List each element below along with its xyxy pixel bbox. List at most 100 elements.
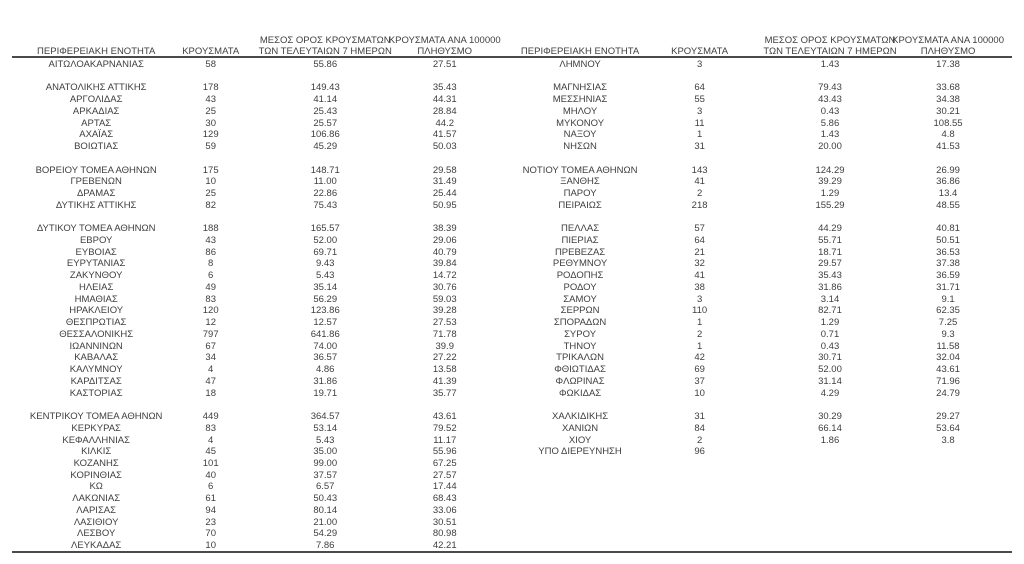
table-row: ΚΑΡΔΙΤΣΑΣ 47 31.86 41.39 [14,376,512,388]
cases-cell: 4 [208,364,214,376]
table-row: ΣΑΜΟΥ 3 3.14 9.1 [522,294,1014,306]
region-name-cell: ΛΕΣΒΟΥ [77,528,116,540]
cases-cell: 1 [696,317,703,329]
cases-cell: 120 [202,305,219,317]
table-row: ΗΡΑΚΛΕΙΟΥ 120 123.86 39.28 [14,305,512,317]
table-row: ΛΑΚΩΝΙΑΣ 61 50.43 68.43 [14,493,512,505]
region-name-cell: ΚΙΛΚΙΣ [81,446,112,458]
per-100k-cell: 71.78 [432,328,457,340]
header-per-100k: ΚΡΟΥΣΜΑΤΑ ΑΝΑ 100000 ΠΛΗΘΥΣΜΟ [389,35,501,57]
table-header-row: ΠΕΡΙΦΕΡΕΙΑΚΗ ΕΝΟΤΗΤΑ ΚΡΟΥΣΜΑΤΑ ΜΕΣΟΣ ΟΡΟ… [521,20,1014,57]
region-name-cell: ΗΜΑΘΙΑΣ [74,293,118,305]
cases-cell: 175 [202,164,219,176]
table-row-spacer [522,153,1014,165]
avg-7day-cell: 54.29 [313,528,338,540]
cases-cell: 18 [205,387,216,399]
per-100k-cell: 67.25 [432,457,457,469]
table-row: ΘΕΣΠΡΩΤΙΑΣ 12 12.57 27.53 [14,317,512,329]
per-100k-cell: 42.21 [432,540,457,552]
region-name-cell: ΑΙΤΩΛΟΑΚΑΡΝΑΝΙΑΣ [48,59,144,70]
avg-7day-cell: 43.43 [818,94,842,106]
table-row: ΧΑΛΚΙΔΙΚΗΣ 31 30.29 29.27 [522,411,1014,423]
region-name-cell: ΡΟΔΟΠΗΣ [556,270,604,282]
cases-cell: 58 [205,59,216,70]
per-100k-cell: 36.59 [936,270,960,282]
table-body-right: ΛΗΜΝΟΥ 3 1.43 17.38 ΜΑΓΝΗΣΙΑΣ 64 79.43 33.68 ΜΕΣ… [522,59,1014,458]
avg-7day-cell: 35.43 [818,270,842,282]
avg-7day-cell: 69.71 [313,246,338,258]
header-cases-label: ΚΡΟΥΣΜΑΤΑ [182,46,240,57]
cases-cell: 3 [696,293,703,305]
per-100k-cell: 34.38 [936,94,960,106]
region-name-cell: ΧΑΛΚΙΔΙΚΗΣ [552,411,609,423]
table-row: ΡΕΘΥΜΝΟΥ 32 29.57 37.38 [522,258,1014,270]
cases-cell: 1 [696,129,703,141]
cases-cell: 38 [694,281,705,293]
table-row: ΔΡΑΜΑΣ 25 22.86 25.44 [14,188,512,200]
per-100k-cell: 31.71 [936,281,960,293]
avg-7day-cell: 9.43 [315,258,335,270]
cases-cell: 64 [694,82,705,94]
table-row: ΣΠΟΡΑΔΩΝ 1 1.29 7.25 [522,317,1014,329]
per-100k-cell: 36.86 [936,176,960,188]
avg-7day-cell: 19.71 [313,387,338,399]
avg-7day-cell: 35.14 [313,281,338,293]
table-row: ΛΑΡΙΣΑΣ 94 80.14 33.06 [14,505,512,517]
avg-7day-cell: 37.57 [313,469,338,481]
cases-cell: 86 [205,246,216,258]
cases-cell: 59 [205,141,216,153]
cases-cell: 67 [205,340,216,352]
header-divider-rule [12,56,1012,58]
per-100k-cell: 62.35 [936,305,960,317]
cases-cell: 43 [205,94,216,106]
avg-7day-cell: 124.29 [815,164,845,176]
cases-cell: 3 [696,59,703,70]
region-name-cell: ΛΑΣΙΘΙΟΥ [73,516,119,528]
table-row: ΡΟΔΟΠΗΣ 41 35.43 36.59 [522,270,1014,282]
table-row-spacer [14,153,512,165]
avg-7day-cell: 12.57 [313,317,338,329]
region-name-cell: ΠΕΙΡΑΙΩΣ [558,199,602,211]
avg-7day-cell: 0.43 [820,105,840,117]
table-row: ΠΑΡΟΥ 2 1.29 13.4 [522,188,1014,200]
per-100k-cell: 31.49 [432,176,457,188]
per-100k-cell: 30.21 [936,105,960,117]
header-avg-7day-line1: ΜΕΣΟΣ ΟΡΟΣ ΚΡΟΥΣΜΑΤΩΝ [259,35,391,46]
avg-7day-cell: 55.71 [818,235,842,247]
avg-7day-cell: 52.00 [313,235,338,247]
table-row: ΚΟΡΙΝΘΙΑΣ 40 37.57 27.57 [14,470,512,482]
region-name-cell: ΥΠΟ ΔΙΕΡΕΥΝΗΣΗ [538,446,622,458]
table-row: ΝΑΞΟΥ 1 1.43 4.8 [522,129,1014,141]
per-100k-cell: 59.03 [432,293,457,305]
per-100k-cell: 39.28 [432,305,457,317]
per-100k-cell: 30.51 [432,516,457,528]
region-name-cell: ΚΑΣΤΟΡΙΑΣ [69,387,123,399]
table-row: ΝΗΣΩΝ 31 20.00 41.53 [522,141,1014,153]
table-row: ΠΕΛΛΑΣ 57 44.29 40.81 [522,223,1014,235]
table-row: ΗΛΕΙΑΣ 49 35.14 30.76 [14,282,512,294]
avg-7day-cell: 39.29 [818,176,842,188]
region-name-cell: ΛΑΚΩΝΙΑΣ [72,493,121,505]
cases-cell: 143 [691,164,708,176]
avg-7day-cell: 1.43 [820,129,840,141]
header-cases: ΚΡΟΥΣΜΑΤΑ [638,46,761,57]
avg-7day-cell: 1.29 [820,188,840,200]
header-cases: ΚΡΟΥΣΜΑΤΑ [178,46,243,57]
table-row-spacer [14,71,512,83]
region-name-cell: ΕΥΡΥΤΑΝΙΑΣ [66,258,126,270]
avg-7day-cell: 21.00 [313,516,338,528]
header-avg-7day: ΜΕΣΟΣ ΟΡΟΣ ΚΡΟΥΣΜΑΤΩΝ ΤΩΝ ΤΕΛΕΥΤΑΙΩΝ 7 Η… [761,35,899,57]
avg-7day-cell: 5.86 [820,117,840,129]
avg-7day-cell: 4.29 [820,387,840,399]
cases-cell: 94 [205,504,216,516]
per-100k-cell: 48.55 [936,199,960,211]
region-name-cell: ΒΟΡΕΙΟΥ ΤΟΜΕΑ ΑΘΗΝΩΝ [35,164,157,176]
table-row: ΖΑΚΥΝΘΟΥ 6 5.43 14.72 [14,270,512,282]
table-row: ΘΕΣΣΑΛΟΝΙΚΗΣ 797 641.86 71.78 [14,329,512,341]
per-100k-cell: 27.22 [432,352,457,364]
region-name-cell: ΠΑΡΟΥ [563,188,597,200]
per-100k-cell: 11.58 [936,340,960,352]
cases-cell: 10 [205,540,216,552]
per-100k-cell: 44.31 [432,94,457,106]
table-row: ΛΑΣΙΘΙΟΥ 23 21.00 30.51 [14,517,512,529]
